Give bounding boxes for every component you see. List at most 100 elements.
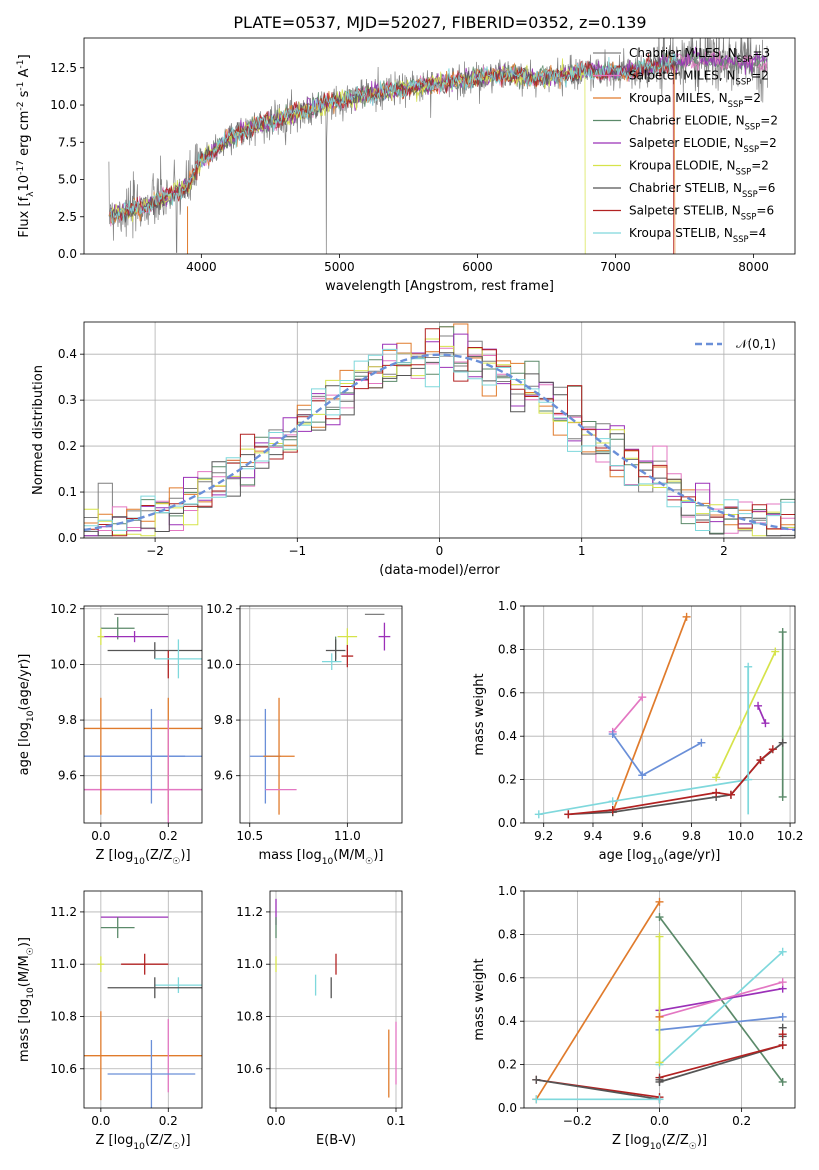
y-axis-label: age [log10(age/yr)] (17, 654, 36, 776)
y-tick-label: 7.5 (58, 135, 77, 149)
axes-frame (83, 605, 203, 824)
residuals-plot-area (84, 322, 795, 538)
model-spectrum-chabrier-stelib (110, 56, 678, 223)
weight-series-line (612, 696, 643, 733)
axes-frame (523, 605, 796, 824)
errorbar-point (107, 977, 202, 999)
errorbar-point (321, 653, 342, 670)
legend-entry: Salpeter ELODIE, NSSP=2 (629, 136, 777, 154)
axes-frame (269, 890, 403, 1109)
weight-extra-point (778, 1030, 787, 1039)
x-axis-label: Z [log10(Z/Z☉)] (95, 1133, 190, 1152)
y-tick-label: 9.6 (214, 769, 233, 783)
errorbar-point (378, 622, 391, 651)
spectrum-axes: 4000 5000 6000 7000 8000 0.0 2.5 5.0 7.5 10.0 12.5… (16, 37, 796, 294)
legend-entry: Kroupa MILES, NSSP=2 (629, 91, 761, 109)
y-tick-label: 0.2 (58, 439, 77, 453)
x-axis-label: (data-model)/error (379, 563, 500, 578)
weight-point (608, 797, 617, 806)
spectrum-legend: Chabrier MILES, NSSP=3 Salpeter MILES, NS… (593, 46, 778, 244)
weight_vs_age-plot-area (524, 606, 795, 823)
weight-point (564, 810, 573, 819)
age_vs_mass-axes: 10.5 11.0 9.6 9.8 10.0 10.2 mass [log10(M/M☉)] (206, 602, 403, 867)
figure-title: PLATE=0537, MJD=52027, FIBERID=0352, z=0… (233, 13, 646, 32)
weight-series-line (535, 901, 661, 1100)
weight-point (608, 805, 617, 814)
weight-series-line (757, 705, 767, 724)
y-tick-label: 0.1 (58, 485, 77, 499)
x-tick-label: 9.4 (583, 829, 602, 843)
x-tick-label: 0.0 (266, 1114, 285, 1128)
axes-frame (239, 605, 403, 824)
y-axis-label: mass weight (472, 673, 487, 755)
weight-point (532, 1095, 541, 1104)
weight-point (778, 628, 787, 637)
errorbar-point (100, 617, 135, 640)
weight-point (712, 788, 721, 797)
legend-entry: Salpeter MILES, NSSP=2 (629, 69, 769, 87)
y-tick-label: 0.0 (58, 531, 77, 545)
weight-point (768, 745, 777, 754)
histogram-kroupa-stelib (84, 348, 795, 531)
weight-extra-point (655, 1012, 664, 1021)
x-tick-label: −2 (146, 544, 164, 558)
y-tick-label: 12.5 (50, 61, 77, 75)
x-tick-label: 0.1 (386, 1114, 405, 1128)
y-tick-label: 0.0 (498, 1101, 517, 1115)
y-tick-label: 10.0 (50, 98, 77, 112)
weight-point (534, 810, 543, 819)
y-tick-label: 10.8 (50, 1009, 77, 1023)
y-tick-label: 0.4 (498, 1014, 517, 1028)
x-tick-label: 2 (720, 544, 728, 558)
weight-point (778, 1041, 787, 1050)
legend-entry: Chabrier ELODIE, NSSP=2 (629, 114, 778, 132)
x-tick-label: 0.0 (91, 829, 110, 843)
weight-series-line (536, 1078, 660, 1101)
errorbar-point (263, 697, 295, 815)
weight-point (638, 693, 647, 702)
weight-point (655, 1058, 664, 1067)
x-tick-label: 10.0 (727, 829, 754, 843)
weight-series-line (715, 651, 777, 778)
spectrum-plot-area (108, 38, 768, 254)
model-spectrum-kroupa-stelib (110, 52, 679, 225)
errorbar-point (107, 1040, 196, 1108)
weight-point (778, 1077, 787, 1086)
x-tick-label: 11.0 (334, 829, 361, 843)
histogram-salpeter-stelib (84, 328, 795, 537)
y-tick-label: 10.6 (50, 1062, 77, 1076)
y-tick-label: 0.6 (498, 971, 517, 985)
legend-entry: 𝒩(0,1) (736, 337, 776, 351)
y-tick-label: 0.8 (498, 642, 517, 656)
errorbar-point (325, 639, 346, 662)
weight-point (756, 756, 765, 765)
x-axis-label: wavelength [Angstrom, rest frame] (325, 279, 554, 294)
weight-point (778, 947, 787, 956)
x-tick-label: −1 (288, 544, 306, 558)
mass_vs_Z-plot-area (84, 891, 202, 1108)
weight-point (778, 738, 787, 747)
normal-curve (84, 353, 795, 532)
weight-point (655, 1095, 664, 1104)
errorbar-point (100, 631, 169, 643)
x-axis-label: E(B-V) (316, 1133, 356, 1148)
x-tick-label: 10.5 (236, 829, 263, 843)
weight-point (608, 730, 617, 739)
legend-entry: Chabrier STELIB, NSSP=6 (629, 181, 775, 199)
weight-point (771, 647, 780, 656)
y-tick-label: 5.0 (58, 173, 77, 187)
age_vs_mass-plot-area (240, 606, 402, 823)
y-tick-label: 0.2 (498, 1058, 517, 1072)
weight-point (761, 719, 770, 728)
y-tick-label: 10.2 (206, 602, 233, 616)
age_vs_Z-axes: 0.0 0.2 9.6 9.8 10.0 10.2 Z [log10(Z/Z☉)] age [… (17, 602, 203, 867)
residuals-axes: −2 −1 0 1 2 0.0 0.1 0.2 0.3 0.4 (data-model)/error… (31, 321, 796, 578)
weight-series-line (611, 616, 688, 813)
weight-point (778, 978, 787, 987)
x-axis-label: Z [log10(Z/Z☉)] (612, 1133, 707, 1152)
weight-series-line (568, 748, 774, 816)
mass_vs_EBV-axes: 0.0 0.1 10.6 10.8 11.0 11.2 E(B-V) (236, 890, 406, 1148)
y-tick-label: 11.0 (50, 957, 77, 971)
weight_vs_Z-axes: −0.2 0.0 0.2 0.0 0.2 0.4 0.6 0.8 1.0 Z [log10(Z/Z… (472, 884, 796, 1152)
y-tick-label: 9.6 (58, 769, 77, 783)
